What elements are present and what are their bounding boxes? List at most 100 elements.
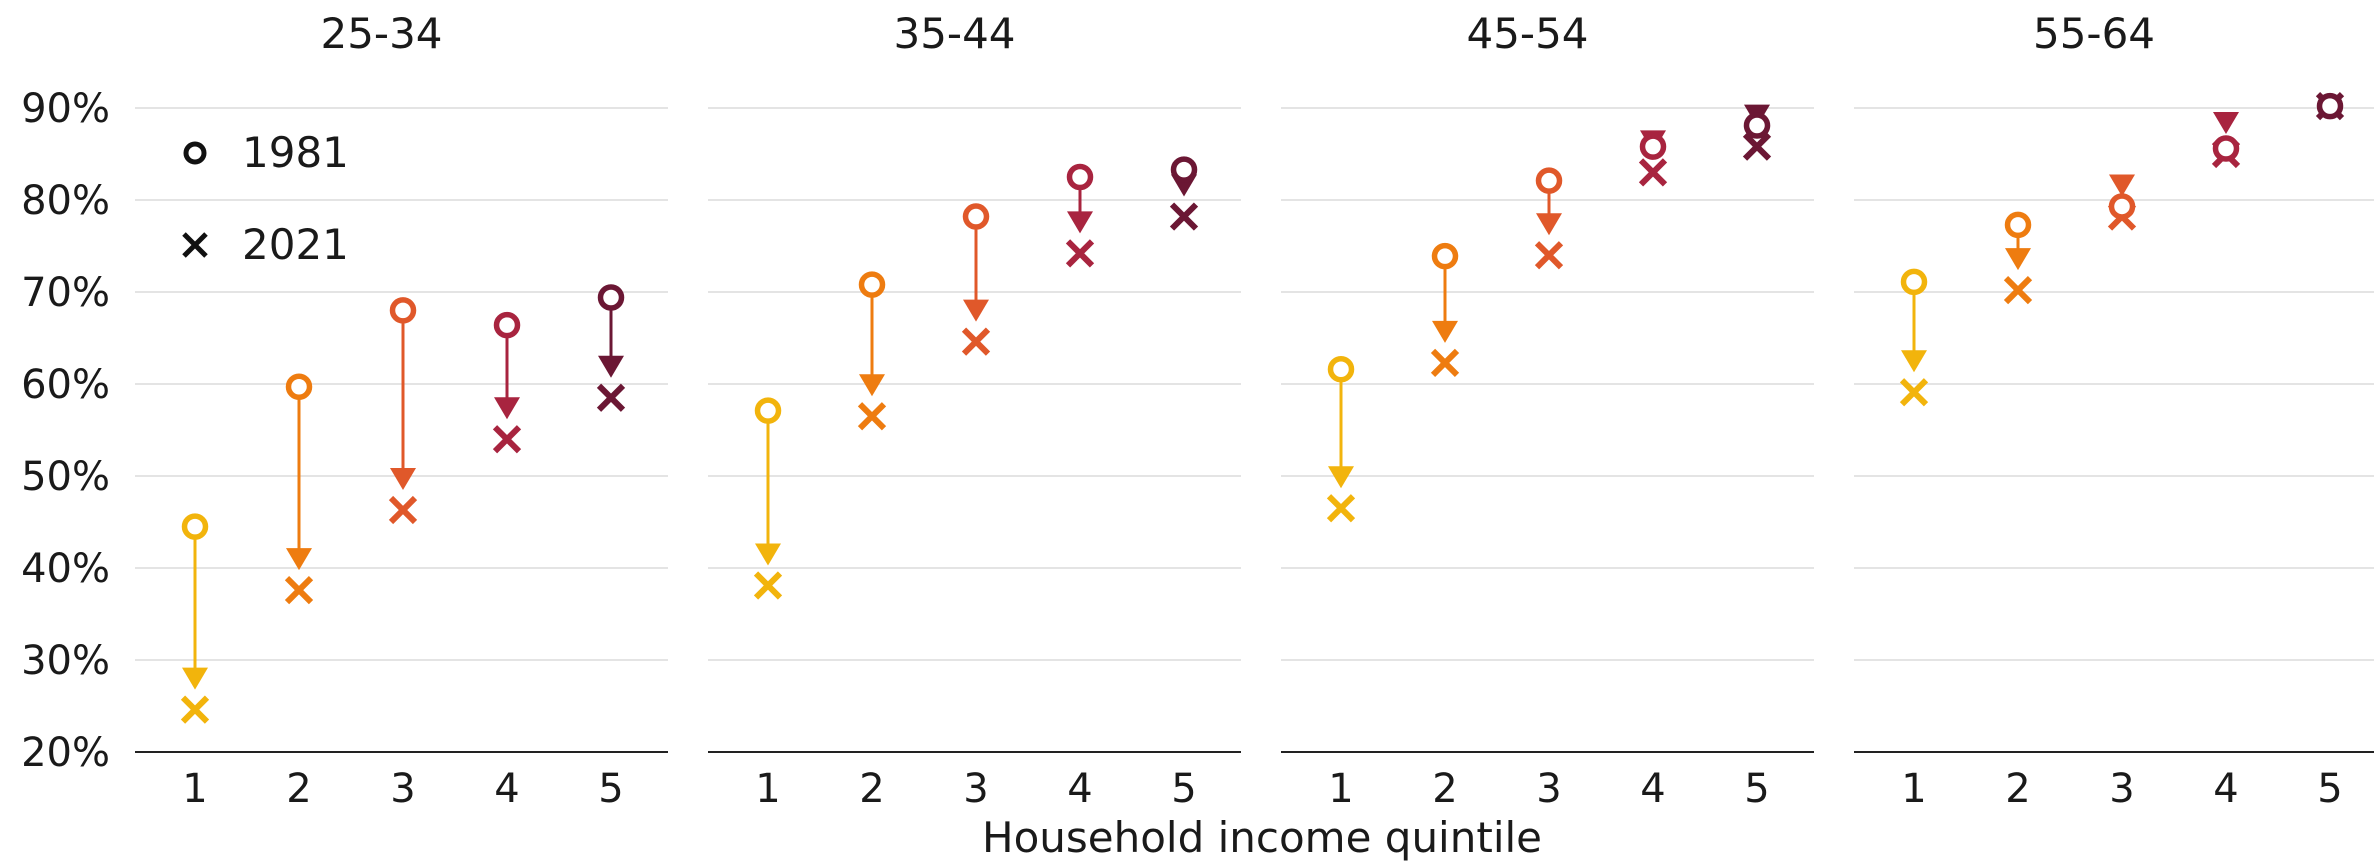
y-tick-label: 60% [21,362,110,408]
y-axis: 20% 30% 40% 50% 60% 70% 80% 90% [21,86,110,776]
cross-stroke [1430,348,1460,377]
change-arrowhead [286,548,312,571]
point-2021 [284,575,314,605]
x-tick-label: 4 [2213,766,2238,812]
cross-stroke [388,495,418,525]
x-tick-label: 4 [1640,766,1665,812]
x-tick-label: 5 [1171,766,1196,812]
cross-stroke [857,402,887,431]
x-tick-label: 1 [182,766,207,812]
point-1981 [1170,156,1198,183]
cross-stroke [1899,378,1929,407]
cross-stroke [284,575,314,605]
y-tick-label: 50% [21,454,110,500]
change-arrowhead [963,299,989,322]
point-1981 [2316,92,2344,120]
point-1981 [2108,193,2136,220]
legend-label-2021: 2021 [242,220,349,269]
point-2021 [961,327,991,356]
cross-stroke [492,425,522,454]
change-arrowhead [2213,112,2239,134]
y-tick-label: 20% [21,730,110,776]
cross-stroke [1065,239,1095,268]
cross-stroke [1169,202,1199,231]
x-tick-label: 1 [1901,766,1926,812]
change-arrowhead [1432,320,1458,343]
legend-marker-cross [182,232,208,258]
panel-45-54: 45-54 1 2 3 4 5 [1281,9,1814,812]
change-arrowhead [1901,350,1927,373]
point-1981 [1327,356,1355,383]
change-arrowhead [598,355,624,378]
cross-stroke [1326,494,1356,523]
point-1981 [962,203,990,230]
point-2021 [180,695,210,724]
point-2021 [1430,348,1460,377]
change-arrowhead [390,468,416,491]
cross-stroke [180,695,210,724]
cross-stroke [753,571,783,600]
point-1981 [181,513,209,540]
change-arrowhead [1536,213,1562,236]
point-1981 [1743,112,1771,139]
point-2021 [1534,241,1564,270]
point-2021 [1742,132,1772,161]
x-tick-label: 3 [2109,766,2134,812]
panel-25-34: 25-34 1 2 3 4 5 [135,9,668,812]
point-1981 [597,284,625,311]
change-arrowhead [1067,211,1093,234]
x-tick-label: 3 [390,766,415,812]
legend-label-1981: 1981 [242,128,349,177]
x-tick-label: 4 [1067,766,1092,812]
cross-stroke [1534,241,1564,270]
point-1981 [2212,135,2240,162]
cross-stroke [1638,158,1668,187]
x-tick-label: 4 [494,766,519,812]
change-arrowhead [182,667,208,690]
x-axis-title: Household income quintile [982,813,1542,862]
point-2021 [1169,202,1199,231]
point-1981 [754,397,782,424]
y-tick-label: 90% [21,86,110,132]
change-arrowhead [2109,174,2135,197]
x-tick-label: 1 [755,766,780,812]
change-arrowhead [2005,248,2031,271]
point-1981 [493,311,521,339]
panel-55-64: 55-64 1 2 3 4 5 [1854,9,2374,812]
y-tick-label: 30% [21,638,110,684]
point-2021 [388,495,418,525]
x-tick-label: 2 [1432,766,1457,812]
point-2021 [1326,494,1356,523]
x-tick-label: 2 [859,766,884,812]
x-tick-label: 1 [1328,766,1353,812]
y-tick-label: 40% [21,546,110,592]
point-2021 [753,571,783,600]
point-1981 [285,373,313,401]
panels: 25-34 1 2 3 4 5 35-44 1 2 3 4 5 45-54 1 2 3 4 5 55-64 1 2 3 4 5 [135,9,2374,812]
cross-stroke [2003,276,2033,305]
cross-stroke [1742,132,1772,161]
point-2021 [1899,378,1929,407]
point-2021 [1065,239,1095,268]
panel-title: 25-34 [320,9,442,58]
panel-title: 55-64 [2033,9,2155,58]
change-arrowhead [1328,466,1354,489]
legend-marker-circle [183,141,207,165]
point-1981 [858,271,886,298]
point-2021 [1638,158,1668,187]
point-1981 [389,297,417,324]
point-2021 [492,425,522,454]
x-tick-label: 5 [598,766,623,812]
point-2021 [596,383,626,412]
point-2021 [2003,276,2033,305]
x-tick-label: 5 [2317,766,2342,812]
point-1981 [1535,167,1563,194]
legend: 1981 2021 [182,128,349,269]
x-tick-label: 2 [2005,766,2030,812]
panel-title: 35-44 [893,9,1015,58]
panel-35-44: 35-44 1 2 3 4 5 [708,9,1241,812]
x-tick-label: 3 [1536,766,1561,812]
point-1981 [1639,133,1667,160]
cross-stroke [596,383,626,412]
